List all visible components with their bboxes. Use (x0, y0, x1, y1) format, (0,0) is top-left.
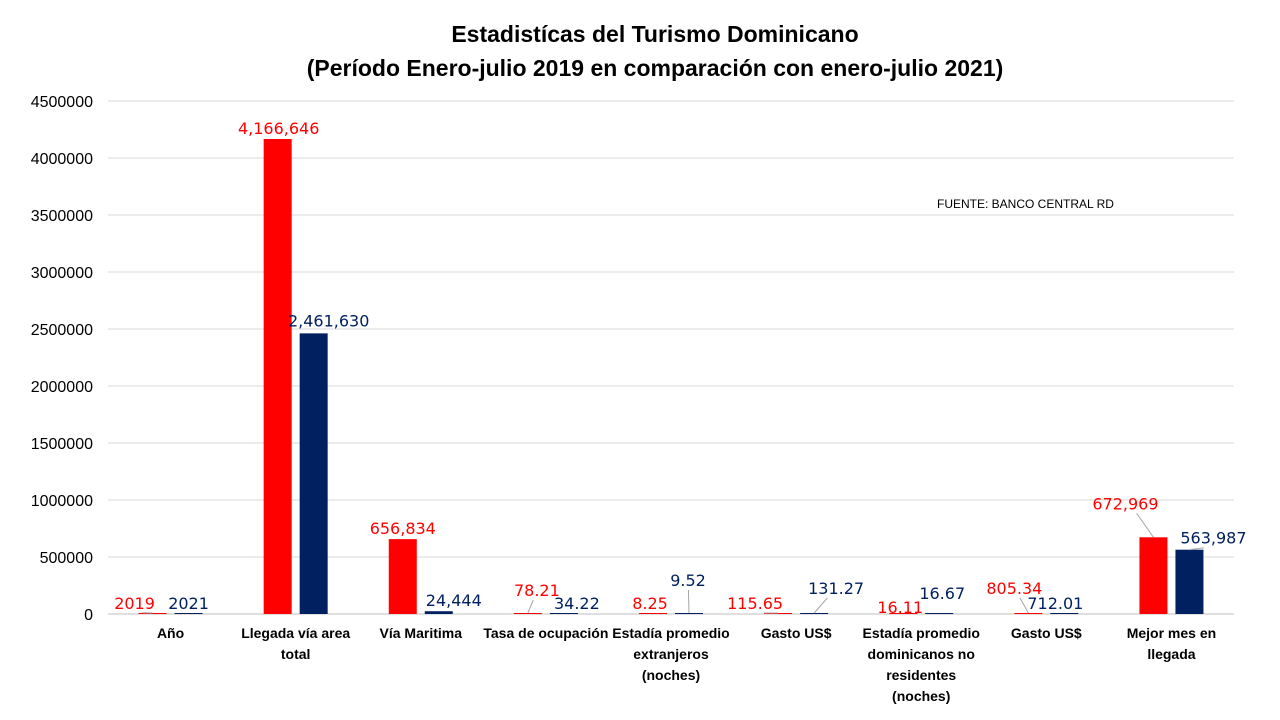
x-tick-line: dominicanos no (868, 646, 975, 662)
data-label: 563,987 (1180, 529, 1246, 548)
chart-subtitle: (Período Enero-julio 2019 en comparación… (307, 55, 1004, 81)
data-label: 712.01 (1027, 594, 1083, 613)
x-tick-line: Estadía promedio (862, 625, 979, 641)
bar-3-0 (513, 613, 542, 614)
x-tick-label: Mejor mes en llegada (1127, 625, 1216, 662)
bar-2-0 (388, 539, 417, 614)
x-tick-line: Año (157, 625, 184, 641)
y-tick-label: 3500000 (31, 208, 93, 225)
x-tick-label: Vía Maritima (380, 625, 463, 641)
x-tick-line: Vía Maritima (380, 625, 463, 641)
y-tick-label: 4500000 (31, 94, 93, 111)
y-tick-label: 0 (84, 607, 93, 624)
data-label: 2019 (114, 594, 155, 613)
y-tick-label: 4000000 (31, 151, 93, 168)
x-tick-line: Tasa de ocupación (483, 625, 608, 641)
x-tick-label: Estadía promedio dominicanos no residentes… (862, 625, 979, 704)
data-label: 2021 (168, 594, 209, 613)
y-axis: 0 500000 1000000 1500000 2000000 2500000 30000… (31, 94, 93, 624)
x-tick-label: Año (157, 625, 184, 641)
bar-1-1 (299, 333, 328, 614)
bar-8-1 (1175, 549, 1204, 614)
data-label: 8.25 (632, 594, 668, 613)
x-tick-line: llegada (1147, 646, 1195, 662)
x-tick-line: Gasto US$ (761, 625, 832, 641)
bar-4-0 (639, 613, 667, 614)
data-label: 9.52 (670, 571, 706, 590)
leader-line (813, 597, 828, 614)
y-tick-label: 2000000 (31, 379, 93, 396)
x-tick-label: Llegada vía area total (241, 625, 350, 662)
bar-7-1 (1050, 613, 1079, 614)
x-tick-line: total (281, 646, 311, 662)
leader-line (1136, 512, 1154, 538)
data-label: 131.27 (808, 579, 864, 598)
leader-line (527, 599, 534, 614)
bar-8-0 (1139, 537, 1168, 614)
x-tick-line: Gasto US$ (1011, 625, 1082, 641)
x-tick-line: Estadía promedio (612, 625, 729, 641)
data-label: 115.65 (727, 594, 783, 613)
bars (138, 139, 1204, 614)
x-tick-label: Estadía promedio extranjeros (noches) (612, 625, 729, 683)
data-label: 2,461,630 (288, 311, 369, 330)
data-label: 24,444 (426, 591, 482, 610)
data-labels: 2019 4,166,646 656,834 78.21 8.25 115.65 16.11… (114, 119, 1246, 617)
bar-6-0 (889, 613, 918, 614)
data-label: 78.21 (514, 581, 560, 600)
y-tick-label: 500000 (40, 550, 93, 567)
x-tick-label: Gasto US$ (1011, 625, 1082, 641)
bar-4-1 (675, 613, 703, 614)
y-tick-label: 3000000 (31, 265, 93, 282)
x-tick-line: Llegada vía area (241, 625, 350, 641)
x-tick-line: Mejor mes en (1127, 625, 1216, 641)
x-tick-line: extranjeros (633, 646, 709, 662)
y-tick-label: 1500000 (31, 436, 93, 453)
bar-0-0 (138, 613, 167, 614)
x-tick-line: residentes (886, 667, 956, 683)
bar-5-1 (800, 613, 829, 614)
bar-7-0 (1014, 613, 1043, 614)
bar-3-1 (549, 613, 578, 614)
leader-line (687, 589, 690, 614)
gridlines (108, 100, 1234, 615)
chart-title: Estadistícas del Turismo Dominicano (451, 21, 858, 47)
source-note: FUENTE: BANCO CENTRAL RD (937, 197, 1114, 211)
data-label: 4,166,646 (238, 119, 319, 138)
bar-6-1 (925, 613, 954, 614)
bar-1-0 (263, 139, 292, 614)
x-tick-label: Gasto US$ (761, 625, 832, 641)
x-axis: Año Llegada vía area total Vía Maritima Tasa… (157, 625, 1216, 704)
leader-line (1189, 547, 1204, 551)
x-tick-label: Tasa de ocupación (483, 625, 608, 641)
y-tick-label: 1000000 (31, 493, 93, 510)
bar-2-1 (424, 611, 453, 614)
leader-line (1019, 597, 1029, 614)
data-label: 34.22 (554, 594, 600, 613)
data-label: 672,969 (1092, 494, 1158, 513)
data-label: 805.34 (986, 579, 1042, 598)
y-tick-label: 2500000 (31, 322, 93, 339)
data-label: 656,834 (370, 519, 436, 538)
x-tick-line: (noches) (892, 688, 950, 704)
bar-0-1 (174, 613, 203, 614)
bar-5-0 (764, 613, 793, 614)
data-label: 16.67 (919, 584, 965, 603)
x-tick-line: (noches) (642, 667, 700, 683)
label-leader-lines (141, 512, 1204, 614)
data-label: 16.11 (877, 598, 923, 617)
